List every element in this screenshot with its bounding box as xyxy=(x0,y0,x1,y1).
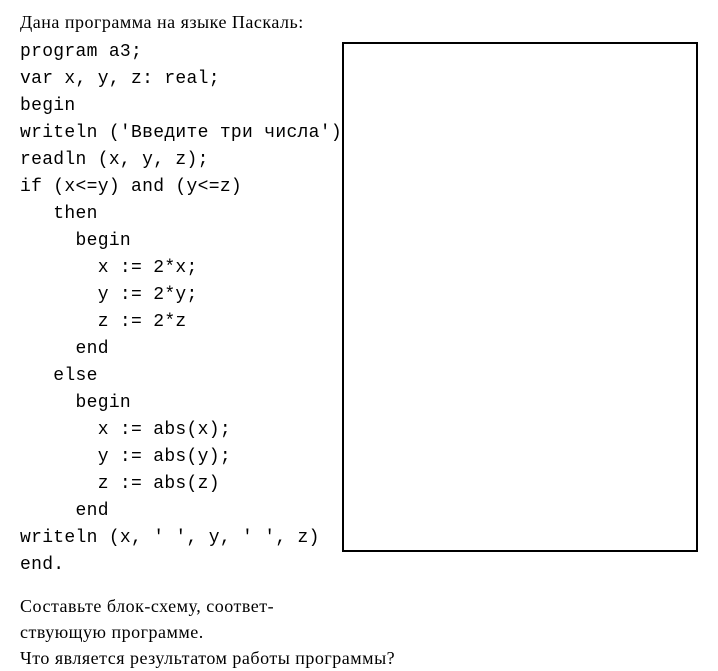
footer-instructions: Составьте блок-схему, соответ- ствующую … xyxy=(20,593,698,671)
page-content: Дана программа на языке Паскаль: program… xyxy=(20,12,698,638)
footer-line-2: ствующую программе. xyxy=(20,619,698,645)
answer-box xyxy=(342,42,698,552)
intro-text: Дана программа на языке Паскаль: xyxy=(20,12,698,33)
footer-line-3: Что является результатом работы программ… xyxy=(20,645,698,671)
footer-line-1: Составьте блок-схему, соответ- xyxy=(20,593,698,619)
